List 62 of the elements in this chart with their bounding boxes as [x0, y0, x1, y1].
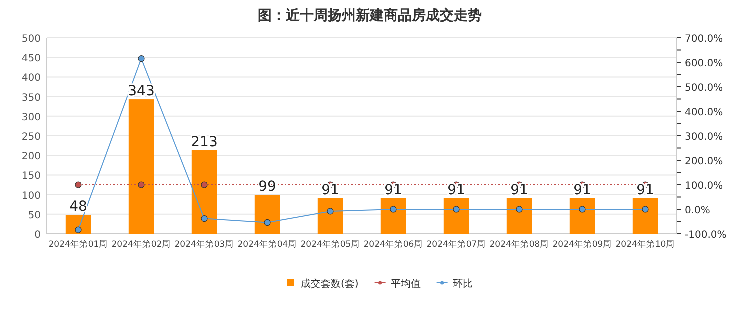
- y-tick-label: 50: [28, 210, 41, 222]
- point: [264, 219, 271, 226]
- point: [390, 206, 397, 213]
- x-tick-label: 2024年第05周: [300, 239, 360, 250]
- data-label: 91: [636, 182, 654, 198]
- x-tick-label: 2024年第07周: [426, 239, 486, 250]
- data-label: 343: [128, 84, 155, 100]
- chart-title: 图：近十周扬州新建商品房成交走势: [258, 7, 482, 24]
- bar: [254, 195, 280, 234]
- y-tick-label: 0: [34, 230, 41, 241]
- x-tick-label: 2024年第04周: [238, 239, 298, 250]
- y-tick-label: 200: [22, 152, 41, 163]
- data-label: 91: [574, 182, 592, 198]
- bar: [192, 150, 218, 234]
- bar: [570, 198, 596, 234]
- data-label: 91: [510, 182, 528, 198]
- legend-label: 成交套数(套): [301, 278, 359, 290]
- y-tick-label: 350: [22, 92, 41, 104]
- point: [327, 208, 334, 215]
- point: [642, 206, 649, 213]
- point: [75, 226, 82, 234]
- bar: [318, 198, 344, 234]
- y-tick-label: 100: [22, 190, 41, 202]
- y2-tick-label: 600.0%: [685, 58, 724, 70]
- y2-tick-label: 400.0%: [685, 108, 724, 118]
- y2-tick-label: 200.0%: [685, 156, 724, 168]
- x-tick-label: 2024年第02周: [112, 239, 172, 250]
- point: [579, 206, 586, 213]
- y-tick-label: 400: [22, 73, 41, 84]
- point: [516, 206, 523, 213]
- y2-tick-label: 100.0%: [685, 181, 724, 192]
- y-tick-label: 250: [22, 132, 41, 143]
- bar: [506, 198, 532, 234]
- y2-tick-label: 500.0%: [685, 83, 724, 94]
- data-label: 91: [384, 182, 402, 198]
- y-tick-label: 300: [22, 112, 41, 124]
- legend-label: 平均值: [390, 278, 421, 290]
- y-tick-label: 450: [22, 54, 41, 65]
- point: [453, 206, 460, 213]
- y2-tick-label: 300.0%: [685, 132, 724, 143]
- data-label: 91: [322, 182, 340, 198]
- x-tick-label: 2024年第09周: [552, 239, 612, 250]
- x-tick-label: 2024年第06周: [364, 239, 424, 250]
- point: [138, 56, 145, 62]
- data-label: 48: [70, 199, 88, 216]
- bar: [380, 198, 406, 234]
- x-tick-label: 2024年第01周: [48, 239, 108, 250]
- y2-tick-label: 0.0%: [685, 206, 710, 216]
- y-tick-label: 150: [22, 171, 41, 182]
- y-tick-label: 500: [22, 34, 41, 45]
- bar: [444, 198, 470, 234]
- bar: [632, 198, 658, 234]
- bar: [128, 100, 154, 234]
- legend-label: 环比: [452, 278, 473, 290]
- x-tick-label: 2024年第03周: [174, 239, 234, 250]
- y2-tick-label: -100.0%: [685, 230, 727, 241]
- x-tick-label: 2024年第08周: [490, 239, 550, 250]
- point: [201, 216, 208, 222]
- data-label: 91: [448, 182, 466, 198]
- x-tick-label: 2024年第10周: [616, 239, 676, 250]
- data-label: 213: [191, 134, 218, 151]
- y2-tick-label: 700.0%: [685, 34, 724, 45]
